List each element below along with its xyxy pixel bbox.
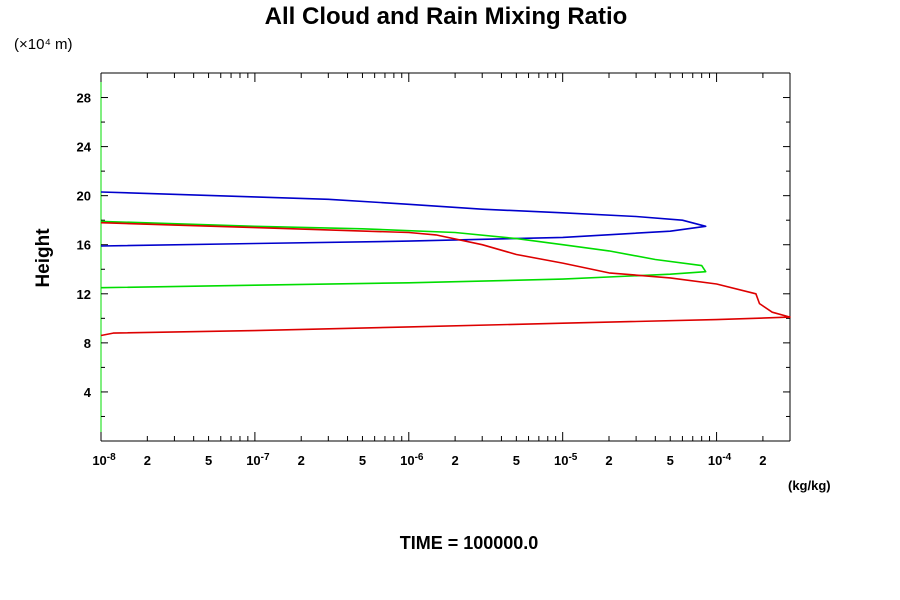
x-tick-label: 10-5 xyxy=(554,452,578,468)
series-line-0 xyxy=(100,191,707,247)
x-tick-label: 5 xyxy=(513,453,520,468)
chart-title: All Cloud and Rain Mixing Ratio xyxy=(265,3,628,30)
y-tick-label: 16 xyxy=(77,238,91,253)
y-unit-label: (×10⁴ m) xyxy=(14,36,73,53)
x-tick-label: 10-4 xyxy=(708,452,732,468)
x-tick-label: 2 xyxy=(605,453,612,468)
x-tick-label: 10-8 xyxy=(92,452,116,468)
y-tick-label: 12 xyxy=(77,287,91,302)
plot-area: 4 8 12 16 20 24 28 10-8 2 5 10-7 2 5 10-6 2 5 10-5 2 5 10-4… xyxy=(77,72,791,468)
y-tick-label: 20 xyxy=(77,189,91,204)
y-tick-label: 28 xyxy=(77,91,91,106)
series-line-2 xyxy=(100,221,791,337)
y-axis-label: Height xyxy=(33,228,54,288)
x-tick-label: 2 xyxy=(759,453,766,468)
x-tick-label: 5 xyxy=(667,453,674,468)
y-tick-label: 4 xyxy=(84,385,92,400)
x-tick-label: 10-6 xyxy=(400,452,424,468)
x-tick-label: 10-7 xyxy=(246,452,270,468)
x-tick-label: 2 xyxy=(298,453,305,468)
x-tick-label: 5 xyxy=(205,453,212,468)
x-tick-label: 5 xyxy=(359,453,366,468)
footer-time: TIME = 100000.0 xyxy=(400,533,539,553)
x-tick-label: 2 xyxy=(144,453,151,468)
y-tick-label: 8 xyxy=(84,336,91,351)
x-unit-label: (kg/kg) xyxy=(788,478,831,493)
series-line-1 xyxy=(100,220,707,289)
y-tick-label: 24 xyxy=(77,140,92,155)
x-tick-label: 2 xyxy=(451,453,458,468)
